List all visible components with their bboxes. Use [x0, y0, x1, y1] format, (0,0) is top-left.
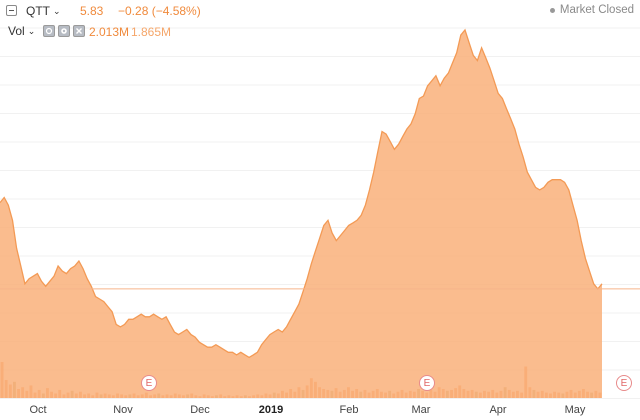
x-tick-label: Apr — [489, 404, 507, 416]
market-status: Market Closed — [549, 4, 634, 16]
volume-label: Vol — [8, 24, 25, 38]
x-tick-label: Mar — [411, 404, 431, 416]
status-dot-icon — [549, 7, 555, 13]
earnings-marker[interactable]: E — [616, 375, 632, 391]
quote-header: QTT ⌄ 5.83 −0.28 (−4.58%) Market Closed — [0, 0, 640, 22]
indicator-controls — [43, 25, 85, 37]
x-tick-label: May — [564, 404, 586, 416]
earnings-marker[interactable]: E — [419, 375, 435, 391]
ticker-symbol: QTT — [26, 4, 50, 18]
volume-average: 1.865M — [131, 25, 172, 39]
ticker-selector[interactable]: QTT ⌄ — [26, 4, 61, 18]
x-axis: Oct Nov Dec 2019 Feb Mar Apr May — [0, 402, 640, 420]
market-status-label: Market Closed — [559, 4, 634, 16]
collapse-icon[interactable] — [6, 5, 17, 16]
volume-header: Vol ⌄ 2.013M 1.865M — [0, 22, 640, 42]
close-icon[interactable] — [73, 25, 85, 37]
chevron-down-icon: ⌄ — [27, 25, 36, 36]
chevron-down-icon: ⌄ — [53, 5, 61, 16]
price-area — [0, 30, 602, 398]
price-line — [0, 28, 603, 359]
x-tick-label: 2019 — [258, 404, 284, 416]
x-tick-label: Oct — [29, 404, 47, 416]
volume-indicator-selector[interactable]: Vol ⌄ — [8, 24, 35, 38]
earnings-marker[interactable]: E — [141, 375, 157, 391]
settings-icon[interactable] — [58, 25, 70, 37]
volume-current: 2.013M — [89, 25, 130, 39]
x-tick-label: Dec — [190, 404, 210, 416]
price-chart[interactable] — [0, 0, 640, 402]
visibility-icon[interactable] — [43, 25, 55, 37]
price-change: −0.28 (−4.58%) — [118, 4, 201, 18]
x-tick-label: Feb — [339, 404, 359, 416]
last-price: 5.83 — [80, 4, 104, 18]
x-tick-label: Nov — [113, 404, 133, 416]
